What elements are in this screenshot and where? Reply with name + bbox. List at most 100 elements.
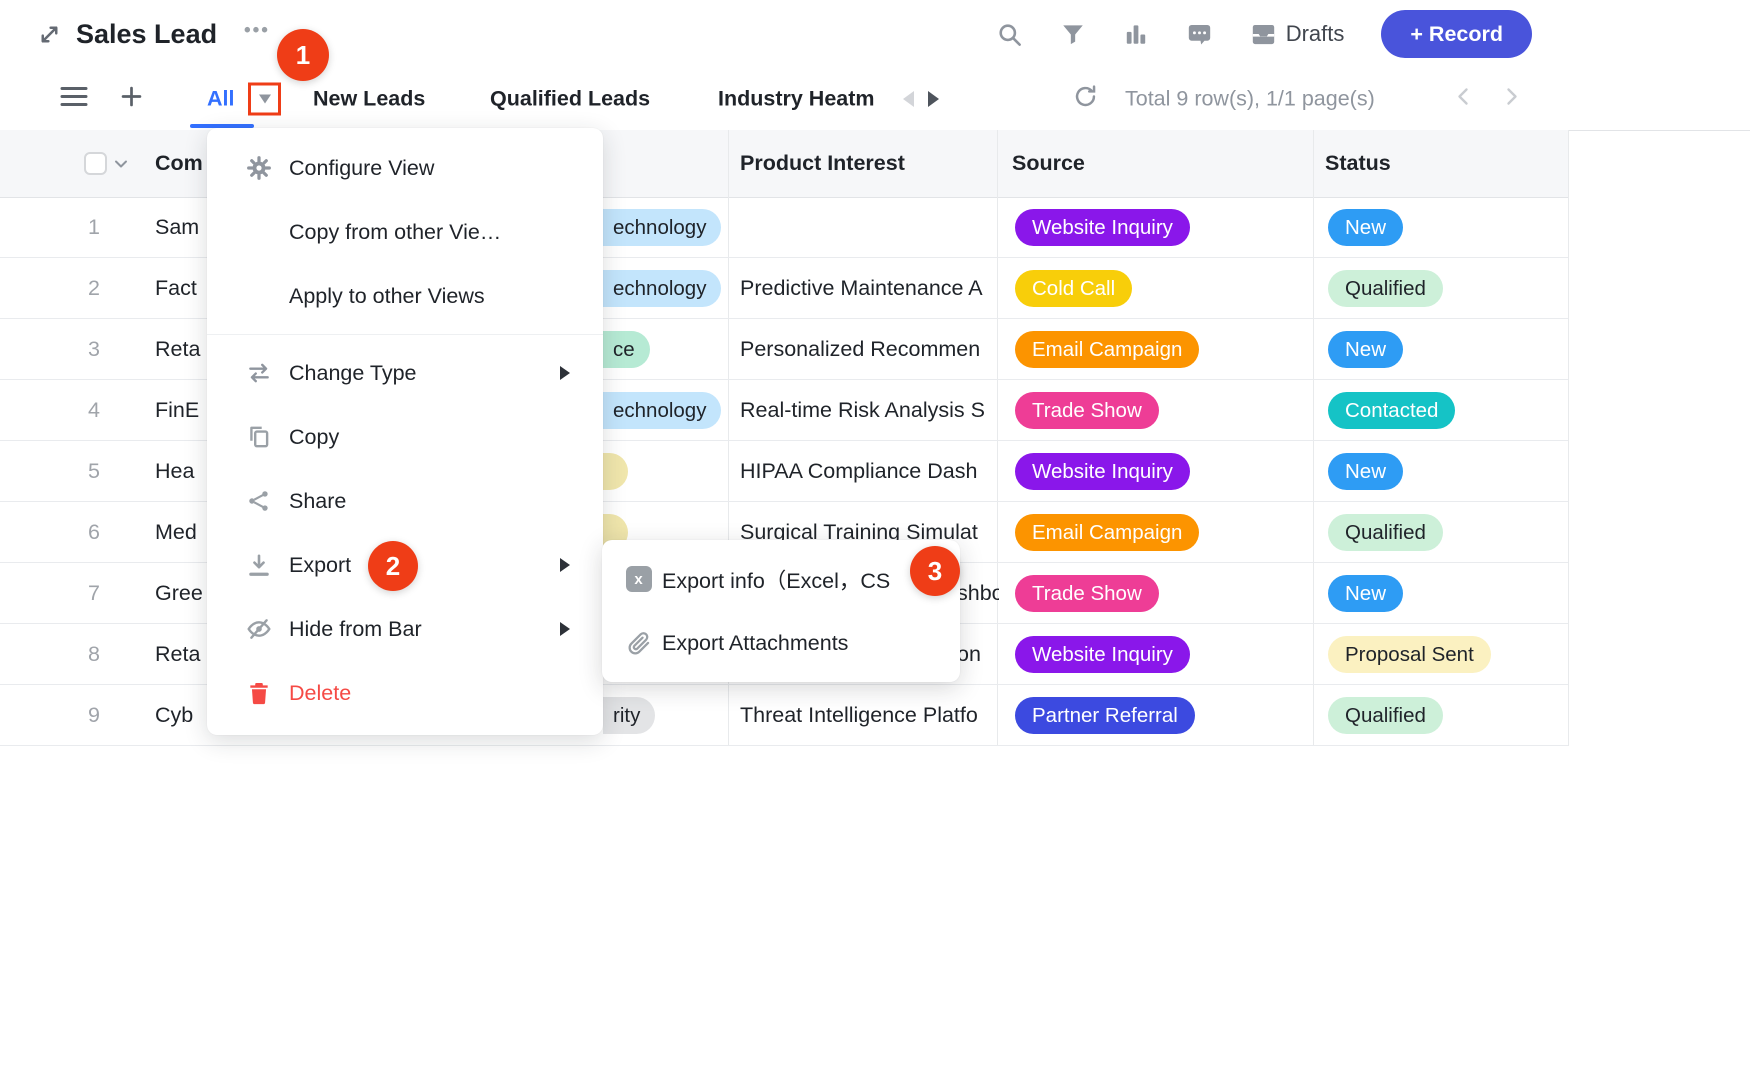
view-dropdown-icon[interactable] xyxy=(258,94,271,104)
company-cell[interactable]: Gree xyxy=(155,581,203,605)
status-tag[interactable]: Proposal Sent xyxy=(1328,636,1491,673)
menu-item-label: Delete xyxy=(289,680,352,705)
page-prev-icon[interactable] xyxy=(1452,85,1476,114)
menu-item-change-type[interactable]: Change Type xyxy=(207,341,603,405)
page-next-icon[interactable] xyxy=(1499,85,1523,114)
menu-item-share[interactable]: Share xyxy=(207,469,603,533)
column-header-product-interest[interactable]: Product Interest xyxy=(740,151,905,175)
industry-tag[interactable]: echnology xyxy=(603,270,722,307)
view-tab-qualified-leads[interactable]: Qualified Leads xyxy=(490,86,651,111)
company-cell[interactable]: Reta xyxy=(155,642,201,666)
source-tag[interactable]: Cold Call xyxy=(1015,270,1133,307)
more-menu-icon[interactable]: ••• xyxy=(244,20,270,41)
status-tag[interactable]: Qualified xyxy=(1328,697,1443,734)
export-submenu: x Export info（Excel，CS Export Attachments xyxy=(602,540,960,682)
status-tag[interactable]: Qualified xyxy=(1328,514,1443,551)
menu-item-delete[interactable]: Delete xyxy=(207,661,603,725)
expand-icon[interactable] xyxy=(36,21,63,48)
row-number[interactable]: 1 xyxy=(88,215,100,239)
product-interest-cell[interactable]: HIPAA Compliance Dash xyxy=(740,459,978,483)
source-tag[interactable]: Trade Show xyxy=(1015,575,1159,612)
menu-item-configure-view[interactable]: Configure View xyxy=(207,136,603,200)
industry-tag[interactable]: rity xyxy=(603,697,656,734)
view-tab-industry-heatm[interactable]: Industry Heatm xyxy=(718,86,875,111)
status-tag[interactable]: New xyxy=(1328,209,1404,246)
menu-item-hide-from-bar[interactable]: Hide from Bar xyxy=(207,597,603,661)
submenu-item-export-info-excel-cs[interactable]: x Export info（Excel，CS xyxy=(602,547,960,611)
menu-item-export[interactable]: Export xyxy=(207,533,603,597)
product-interest-cell[interactable]: Predictive Maintenance A xyxy=(740,276,983,300)
view-tab-new-leads[interactable]: New Leads xyxy=(313,86,426,111)
company-cell[interactable]: Fact xyxy=(155,276,197,300)
submenu-item-export-attachments[interactable]: Export Attachments xyxy=(602,611,960,675)
status-tag[interactable]: New xyxy=(1328,575,1404,612)
company-cell[interactable]: Reta xyxy=(155,337,201,361)
source-tag[interactable]: Email Campaign xyxy=(1015,331,1200,368)
company-cell[interactable]: Med xyxy=(155,520,197,544)
row-number[interactable]: 7 xyxy=(88,581,100,605)
source-tag[interactable]: Website Inquiry xyxy=(1015,636,1190,673)
tabs-scroll-right-icon[interactable] xyxy=(928,91,939,107)
menu-divider xyxy=(207,334,603,335)
add-record-button[interactable]: + Record xyxy=(1381,10,1532,58)
industry-tag[interactable] xyxy=(603,453,628,490)
row-number[interactable]: 3 xyxy=(88,337,100,361)
row-number[interactable]: 5 xyxy=(88,459,100,483)
grid-line xyxy=(728,130,729,746)
status-tag[interactable]: New xyxy=(1328,453,1404,490)
table-row: 2 Fact echnology Predictive Maintenance A Co… xyxy=(0,258,1568,319)
chart-icon[interactable] xyxy=(1123,21,1149,47)
source-tag[interactable]: Email Campaign xyxy=(1015,514,1200,551)
product-interest-cell[interactable]: shbo xyxy=(957,581,999,605)
industry-tag[interactable]: echnology xyxy=(603,209,722,246)
column-header-source[interactable]: Source xyxy=(1012,151,1085,175)
filter-icon[interactable] xyxy=(1060,21,1086,47)
product-interest-cell[interactable]: on xyxy=(957,642,981,666)
tabs-scroll-left-icon[interactable] xyxy=(903,91,914,107)
menu-item-copy[interactable]: Copy xyxy=(207,405,603,469)
add-view-icon[interactable] xyxy=(118,83,145,115)
company-cell[interactable]: Hea xyxy=(155,459,195,483)
company-cell[interactable]: Cyb xyxy=(155,703,194,727)
column-header-status[interactable]: Status xyxy=(1325,151,1391,175)
search-icon[interactable] xyxy=(996,21,1023,48)
menu-item-apply-to-other-views[interactable]: Apply to other Views xyxy=(207,264,603,328)
source-tag[interactable]: Partner Referral xyxy=(1015,697,1195,734)
view-toolbar: Total 9 row(s), 1/1 page(s) All New Leads… xyxy=(0,68,1750,131)
industry-tag[interactable]: ce xyxy=(603,331,650,368)
drafts-label: Drafts xyxy=(1285,21,1345,46)
row-number[interactable]: 2 xyxy=(88,276,100,300)
menu-item-label: Export xyxy=(289,552,352,577)
select-all-checkbox[interactable] xyxy=(84,152,107,175)
menu-item-copy-from-other-vie[interactable]: Copy from other Vie… xyxy=(207,200,603,264)
refresh-icon[interactable] xyxy=(1072,83,1099,115)
source-tag[interactable]: Website Inquiry xyxy=(1015,209,1190,246)
select-menu-chevron-icon[interactable] xyxy=(112,155,130,178)
row-number[interactable]: 8 xyxy=(88,642,100,666)
product-interest-cell[interactable]: Real-time Risk Analysis S xyxy=(740,398,985,422)
company-cell[interactable]: Sam xyxy=(155,215,200,239)
table-row: 4 FinE echnology Real-time Risk Analysis S T… xyxy=(0,380,1568,441)
source-tag[interactable]: Website Inquiry xyxy=(1015,453,1190,490)
comment-icon[interactable] xyxy=(1186,21,1213,48)
view-context-menu: Configure View Copy from other Vie… Apply … xyxy=(207,128,603,735)
tab-fade-overlay xyxy=(838,68,894,130)
column-header-company[interactable]: Com xyxy=(155,151,203,175)
product-interest-cell[interactable]: Personalized Recommen xyxy=(740,337,981,361)
product-interest-cell[interactable]: Threat Intelligence Platfo xyxy=(740,703,978,727)
company-cell[interactable]: FinE xyxy=(155,398,200,422)
table-row: 8 Reta on Website Inquiry Proposal Sent xyxy=(0,624,1568,685)
status-tag[interactable]: Qualified xyxy=(1328,270,1443,307)
industry-tag[interactable]: echnology xyxy=(603,392,722,429)
view-list-icon[interactable] xyxy=(60,85,88,114)
status-tag[interactable]: Contacted xyxy=(1328,392,1456,429)
drafts-button[interactable]: Drafts xyxy=(1250,21,1345,48)
status-tag[interactable]: New xyxy=(1328,331,1404,368)
eye-off-icon xyxy=(245,616,272,643)
active-tab-underline xyxy=(190,124,254,128)
source-tag[interactable]: Trade Show xyxy=(1015,392,1159,429)
view-tab-all[interactable]: All xyxy=(207,86,235,111)
row-number[interactable]: 9 xyxy=(88,703,100,727)
row-number[interactable]: 6 xyxy=(88,520,100,544)
row-number[interactable]: 4 xyxy=(88,398,100,422)
